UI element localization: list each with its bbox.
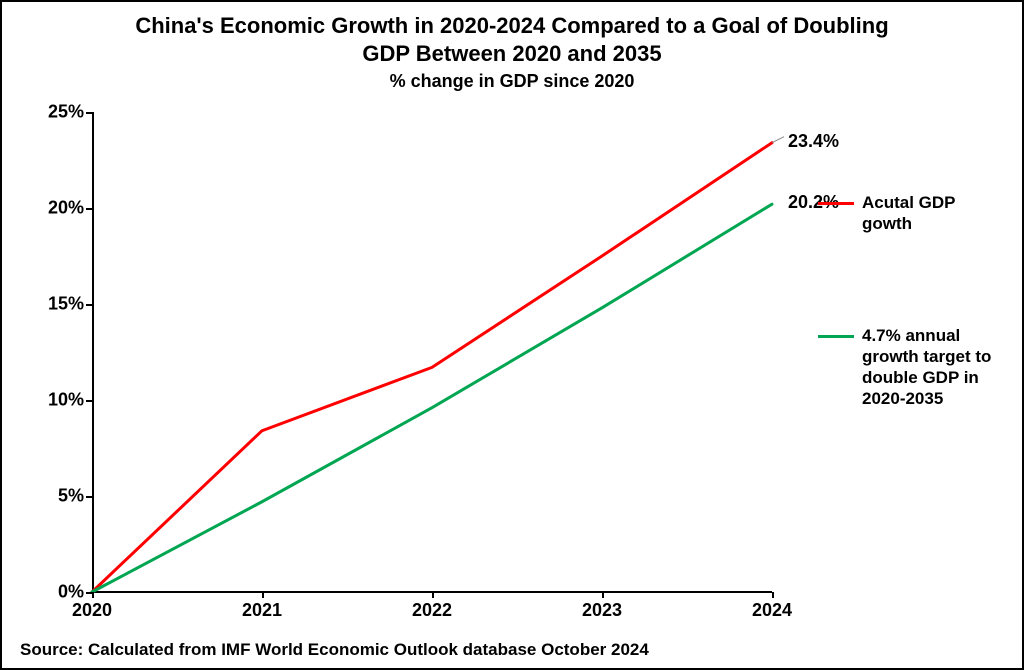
chart-frame: China's Economic Growth in 2020-2024 Com… xyxy=(0,0,1024,670)
end-label-actual: 23.4% xyxy=(788,131,839,152)
x-tick-label: 2024 xyxy=(752,592,792,621)
legend-swatch-actual xyxy=(818,202,854,205)
source-text: Source: Calculated from IMF World Econom… xyxy=(20,640,649,660)
chart-title: China's Economic Growth in 2020-2024 Com… xyxy=(2,12,1022,67)
x-tick-label: 2023 xyxy=(582,592,622,621)
title-line-1: China's Economic Growth in 2020-2024 Com… xyxy=(135,13,888,38)
x-tick-label: 2022 xyxy=(412,592,452,621)
chart-subtitle: % change in GDP since 2020 xyxy=(2,71,1022,92)
y-tick-label: 15% xyxy=(48,294,92,315)
legend-entry-target: 4.7% annual growth target to double GDP … xyxy=(818,325,998,410)
y-tick-label: 5% xyxy=(58,486,92,507)
line-series-svg xyxy=(92,112,772,592)
series-line-actual xyxy=(92,143,772,592)
y-tick-label: 20% xyxy=(48,198,92,219)
series-line-target xyxy=(92,204,772,592)
x-tick-label: 2020 xyxy=(72,592,112,621)
title-line-2: GDP Between 2020 and 2035 xyxy=(362,41,661,66)
y-tick-label: 25% xyxy=(48,102,92,123)
y-tick-label: 10% xyxy=(48,390,92,411)
legend-label-actual: Acutal GDP gowth xyxy=(862,192,998,235)
title-block: China's Economic Growth in 2020-2024 Com… xyxy=(2,12,1022,92)
legend-label-target: 4.7% annual growth target to double GDP … xyxy=(862,325,998,410)
plot-area: 0%5%10%15%20%25%2020202120222023202423.4… xyxy=(92,112,772,592)
legend-entry-actual: Acutal GDP gowth xyxy=(818,192,998,235)
x-tick-label: 2021 xyxy=(242,592,282,621)
legend-swatch-target xyxy=(818,335,854,338)
legend: Acutal GDP gowth 4.7% annual growth targ… xyxy=(818,192,998,500)
leader-line-actual xyxy=(772,137,784,143)
